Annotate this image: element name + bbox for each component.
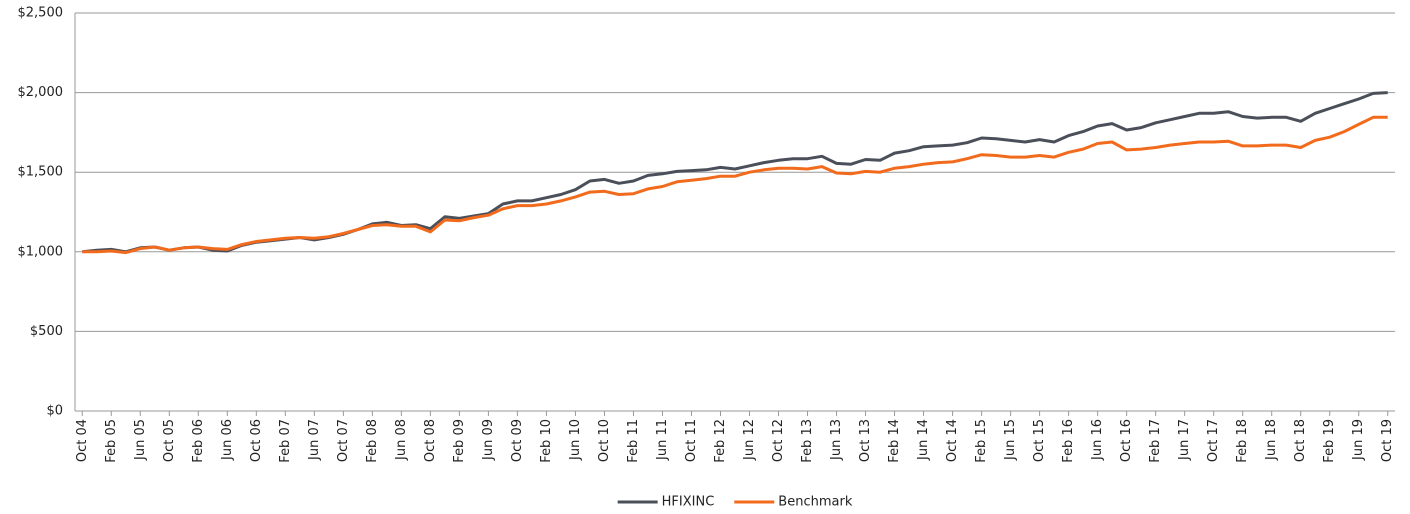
legend-label: HFIXINC <box>662 495 715 510</box>
x-tick-label: Oct 05 <box>162 419 177 462</box>
x-tick-label: Jun 16 <box>1090 419 1105 461</box>
x-tick-label: Feb 10 <box>539 419 554 463</box>
x-tick-label: Feb 06 <box>191 419 206 463</box>
x-tick-label: Oct 15 <box>1032 419 1047 462</box>
x-tick-label: Feb 08 <box>365 419 380 463</box>
y-tick-label: $1,500 <box>18 165 64 180</box>
x-tick-label: Jun 17 <box>1177 419 1192 461</box>
x-tick-label: Jun 05 <box>133 419 148 461</box>
x-tick-label: Feb 14 <box>887 419 902 463</box>
y-tick-label: $2,000 <box>18 85 64 100</box>
x-tick-label: Feb 07 <box>278 419 293 463</box>
x-tick-label: Oct 12 <box>771 419 786 462</box>
x-tick-label: Oct 11 <box>684 419 699 462</box>
series-line <box>82 115 1388 255</box>
x-tick-label: Feb 11 <box>626 419 641 463</box>
x-tick-label: Jun 19 <box>1351 419 1366 461</box>
x-tick-label: Jun 08 <box>394 419 409 461</box>
x-tick-label: Jun 09 <box>481 419 496 461</box>
x-tick-label: Oct 08 <box>423 419 438 462</box>
x-tick-label: Oct 19 <box>1380 419 1395 462</box>
x-tick-label: Feb 05 <box>104 419 119 463</box>
legend: HFIXINC Benchmark <box>617 495 853 510</box>
x-tick-label: Oct 13 <box>858 419 873 462</box>
x-tick-label: Feb 19 <box>1322 419 1337 463</box>
x-tick-label: Feb 13 <box>800 419 815 463</box>
x-tick-label: Jun 11 <box>655 419 670 461</box>
x-tick-label: Oct 14 <box>945 419 960 462</box>
x-tick-label: Feb 18 <box>1235 419 1250 463</box>
x-tick-label: Jun 14 <box>916 419 931 461</box>
x-tick-label: Jun 13 <box>829 419 844 461</box>
x-tick-label: Feb 16 <box>1061 419 1076 463</box>
x-tick-label: Oct 10 <box>597 419 612 462</box>
x-tick-label: Oct 09 <box>510 419 525 462</box>
x-tick-label: Feb 12 <box>713 419 728 463</box>
x-tick-label: Jun 18 <box>1264 419 1279 461</box>
y-tick-label: $500 <box>30 324 63 339</box>
x-tick-label: Jun 07 <box>307 419 322 461</box>
y-tick-label: $1,000 <box>18 244 64 259</box>
x-tick-label: Jun 12 <box>742 419 757 461</box>
x-tick-label: Feb 09 <box>452 419 467 463</box>
x-tick-label: Jun 06 <box>220 419 235 461</box>
x-tick-label: Oct 18 <box>1293 419 1308 462</box>
x-tick-label: Oct 04 <box>75 419 90 462</box>
x-tick-label: Feb 17 <box>1148 419 1163 463</box>
x-tick-label: Feb 15 <box>974 419 989 463</box>
x-tick-label: Jun 15 <box>1003 419 1018 461</box>
x-tick-label: Oct 06 <box>249 419 264 462</box>
x-tick-label: Oct 07 <box>336 419 351 462</box>
legend-label: Benchmark <box>778 495 853 510</box>
x-tick-label: Oct 17 <box>1206 419 1221 462</box>
y-tick-label: $0 <box>46 404 63 419</box>
x-tick-label: Jun 10 <box>568 419 583 461</box>
y-tick-label: $2,500 <box>18 6 64 21</box>
x-tick-label: Oct 16 <box>1119 419 1134 462</box>
